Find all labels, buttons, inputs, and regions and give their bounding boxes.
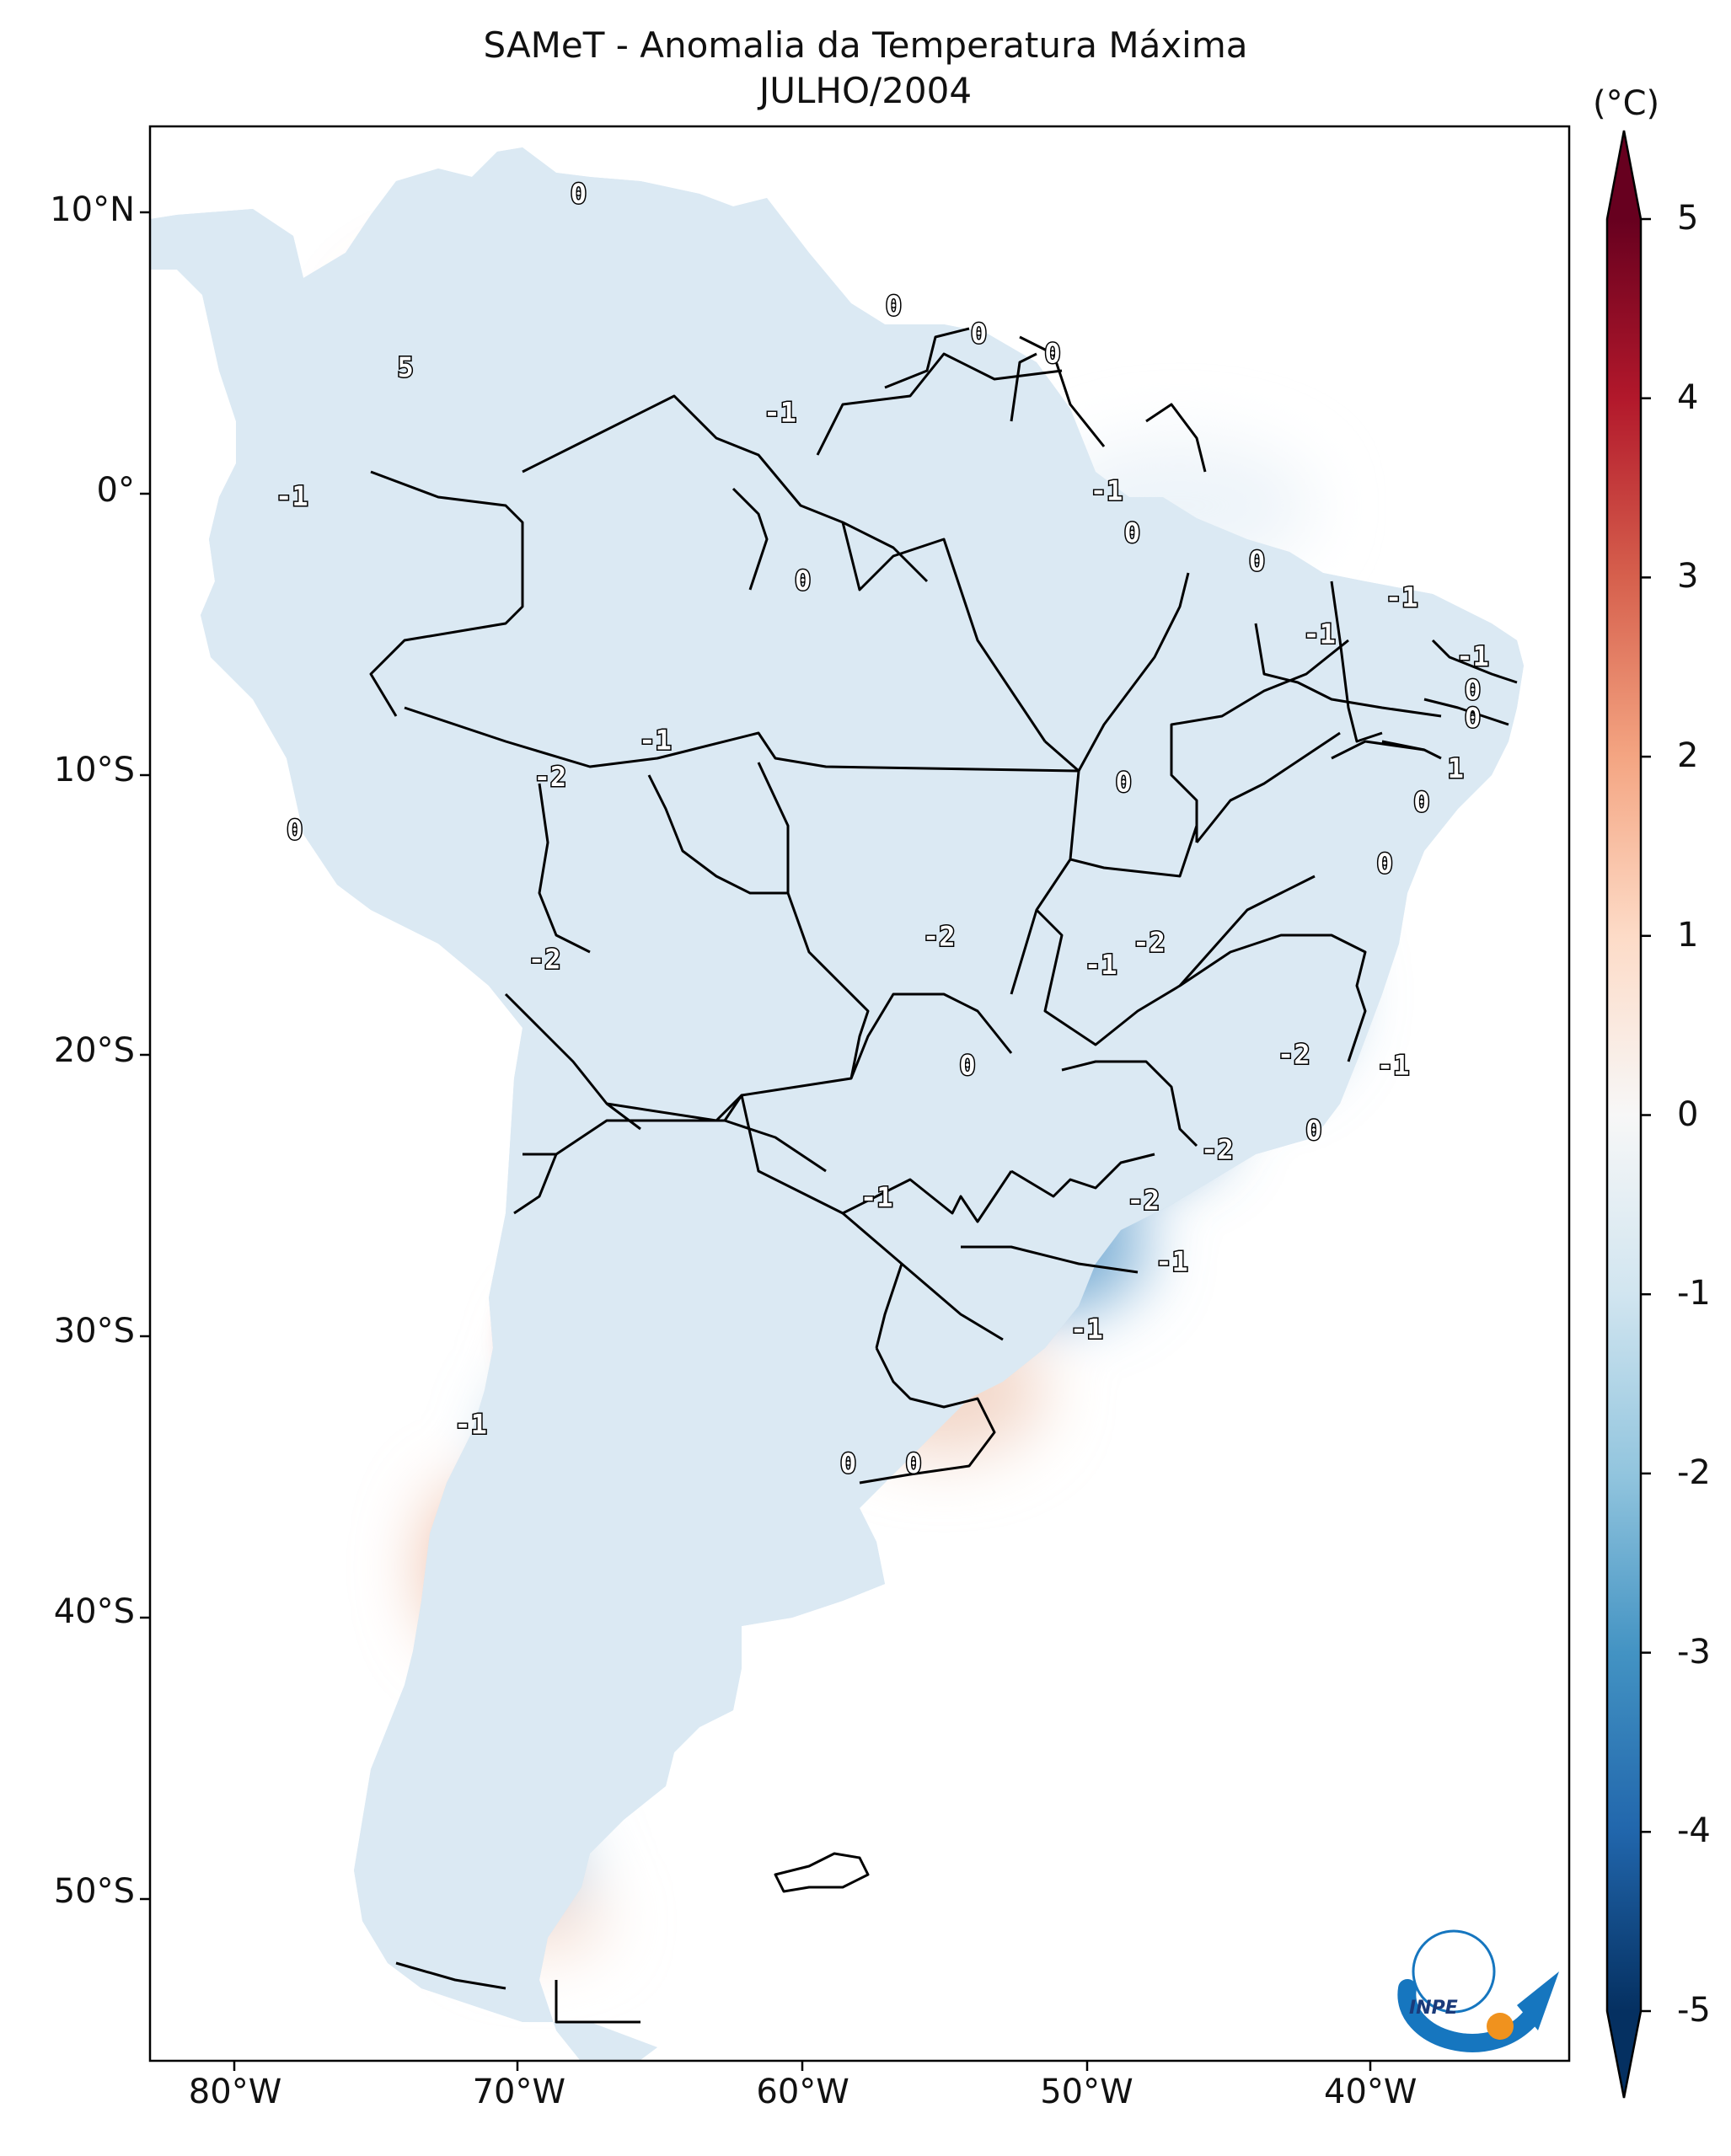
contour-label-11: -1	[1385, 581, 1418, 613]
axis-ticks	[140, 211, 1372, 2071]
contour-label-31: -2	[1201, 1134, 1234, 1166]
contour-label-32: -1	[860, 1181, 893, 1213]
contour-label-14: 0	[1465, 674, 1481, 706]
lat-tick-label: 40°S	[53, 1592, 135, 1631]
contour-label-26: -2	[528, 943, 561, 975]
contour-label-4: 5	[397, 351, 413, 383]
contour-label-18: 1	[1448, 752, 1464, 784]
contour-label-17: -2	[534, 761, 567, 793]
contour-label-12: -1	[1303, 618, 1336, 650]
contour-label-22: 0	[1376, 848, 1392, 880]
contour-label-36: -1	[454, 1409, 487, 1441]
contour-label-3: 0	[1044, 338, 1060, 370]
contour-label-7: -1	[1091, 475, 1123, 507]
contour-label-28: 0	[959, 1050, 975, 1082]
lon-tick-label: 80°W	[188, 2073, 282, 2111]
contour-label-13: -1	[1456, 640, 1489, 672]
lon-tick-label: 70°W	[472, 2073, 566, 2111]
colorbar-tick-label: -1	[1677, 1274, 1711, 1313]
colorbar-gradient	[1607, 219, 1641, 2011]
contour-label-35: -1	[1070, 1313, 1103, 1345]
lon-tick-label: 40°W	[1324, 2073, 1417, 2111]
colorbar-extend-min	[1607, 2011, 1641, 2098]
colorbar-tick-label: 3	[1677, 557, 1699, 597]
contour-label-24: -2	[1133, 926, 1166, 958]
lat-tick-label: 0°	[96, 470, 135, 510]
inpe-logo: INPE	[1397, 1929, 1559, 2052]
colorbar-tick-label: 2	[1677, 736, 1699, 776]
contour-label-29: -1	[1377, 1050, 1410, 1082]
contour-label-38: 0	[905, 1447, 921, 1479]
contour-label-1: 0	[886, 290, 902, 322]
boundaries	[150, 146, 1525, 2061]
contour-label-27: -2	[1278, 1038, 1310, 1070]
contour-label-37: 0	[840, 1447, 856, 1479]
map-subtitle: JULHO/2004	[758, 70, 973, 111]
contour-label-0: 0	[571, 178, 587, 210]
contour-label-6: -1	[276, 480, 308, 512]
lat-tick-label: 20°S	[53, 1031, 135, 1071]
contour-label-30: 0	[1305, 1114, 1321, 1146]
colorbar-tick-label: -5	[1677, 1991, 1711, 2030]
sun-icon	[1487, 2013, 1514, 2040]
colorbar-tick-label: -4	[1677, 1811, 1711, 1851]
lon-tick-label: 60°W	[756, 2073, 849, 2111]
colorbar-unit: (°C)	[1593, 84, 1660, 123]
colorbar-tick-label: -3	[1677, 1632, 1711, 1672]
contour-label-23: -2	[923, 921, 956, 953]
contour-label-34: -1	[1155, 1246, 1188, 1278]
contour-label-21: 0	[287, 814, 303, 846]
lat-tick-label: 10°N	[50, 190, 135, 229]
map-frame	[148, 125, 1571, 2062]
contour-label-5: -1	[764, 396, 796, 428]
colorbar-tick-label: 4	[1677, 377, 1699, 417]
contour-label-20: 0	[1413, 786, 1429, 818]
contour-label-2: 0	[971, 318, 987, 350]
logo-text: INPE	[1409, 1998, 1458, 2019]
colorbar-extend-max	[1607, 131, 1641, 219]
contour-label-25: -1	[1085, 949, 1117, 981]
lat-tick-label: 50°S	[53, 1872, 135, 1912]
contour-label-10: 0	[1249, 545, 1265, 577]
colorbar-tick-label: -2	[1677, 1452, 1711, 1492]
lat-tick-label: 10°S	[53, 751, 135, 790]
colorbar-tick-label: 1	[1677, 915, 1699, 955]
contour-label-9: 0	[795, 564, 811, 597]
contour-label-8: 0	[1124, 516, 1140, 548]
contour-label-16: -1	[639, 725, 672, 757]
lat-tick-label: 30°S	[53, 1311, 135, 1351]
contour-label-33: -2	[1128, 1184, 1160, 1216]
contour-label-19: 0	[1116, 767, 1132, 799]
lon-tick-label: 50°W	[1040, 2073, 1133, 2111]
colorbar-tick-label: 0	[1677, 1094, 1699, 1134]
map-title: SAMeT - Anomalia da Temperatura Máxima	[483, 24, 1248, 66]
contour-label-15: 0	[1465, 702, 1481, 734]
colorbar-tick-label: 5	[1677, 199, 1699, 238]
